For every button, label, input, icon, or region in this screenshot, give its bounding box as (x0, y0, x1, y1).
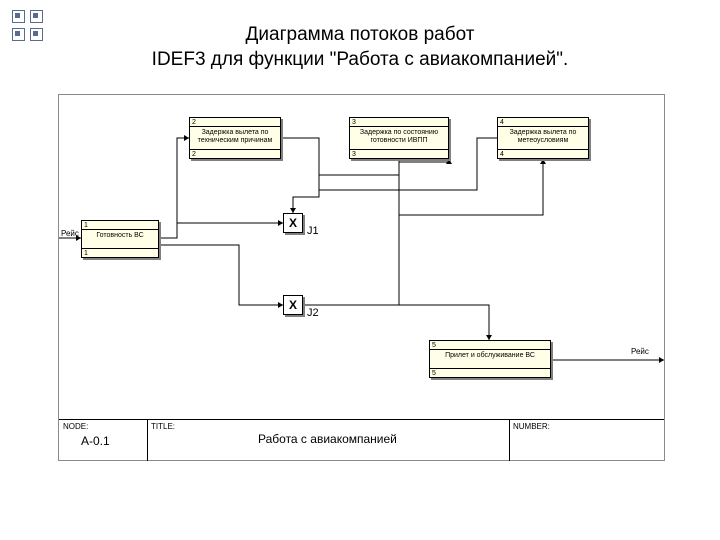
title-line1: Диаграмма потоков работ (246, 24, 475, 45)
box-label: Задержка вылета по техническим причинам (192, 129, 278, 145)
activity-box-arrival-service: 5 Прилет и обслуживание ВС 5 (429, 340, 551, 378)
arrow-label-out: Рейс (631, 347, 649, 356)
activity-box-weather-delay: 4 Задержка вылета по метеоусловиям 4 (497, 117, 589, 159)
box-label: Прилет и обслуживание ВС (432, 352, 548, 360)
box-ref: 1 (84, 222, 88, 229)
box-ref: 2 (192, 119, 196, 126)
box-ref: 3 (352, 119, 356, 126)
box-id: 4 (500, 151, 504, 158)
box-ref: 5 (432, 342, 436, 349)
activity-box-tech-delay: 2 Задержка вылета по техническим причина… (189, 117, 281, 159)
junction-j2-label: J2 (307, 307, 319, 319)
box-ref: 4 (500, 119, 504, 126)
slide-title: Диаграмма потоков работ IDEF3 для функци… (0, 22, 720, 72)
junction-symbol: X (289, 216, 297, 230)
junction-j1: X (283, 213, 303, 233)
box-id: 3 (352, 151, 356, 158)
diagram-canvas: 1 Готовность ВС 1 2 Задержка вылета по т… (58, 94, 665, 461)
diagram-footer: NODE: A-0.1 TITLE: Работа с авиакомпание… (59, 419, 664, 461)
arrow-label-in: Рейс (61, 229, 79, 238)
footer-title-val: Работа с авиакомпанией (258, 432, 397, 446)
box-id: 1 (84, 250, 88, 257)
footer-number-cap: NUMBER: (513, 422, 550, 431)
junction-j1-label: J1 (307, 225, 319, 237)
box-id: 2 (192, 151, 196, 158)
activity-box-runway-delay: 3 Задержка по состоянию готовности ИВПП … (349, 117, 449, 159)
title-line2: IDEF3 для функции "Работа с авиакомпание… (152, 49, 569, 70)
junction-j2: X (283, 295, 303, 315)
junction-symbol: X (289, 298, 297, 312)
box-id: 5 (432, 370, 436, 377)
footer-title-cap: TITLE: (151, 422, 175, 431)
footer-node-val: A-0.1 (81, 434, 110, 448)
activity-box-readiness: 1 Готовность ВС 1 (81, 220, 159, 258)
box-label: Задержка по состоянию готовности ИВПП (352, 129, 446, 145)
box-label: Готовность ВС (84, 232, 156, 240)
box-label: Задержка вылета по метеоусловиям (500, 129, 586, 145)
footer-node-cap: NODE: (63, 422, 88, 431)
